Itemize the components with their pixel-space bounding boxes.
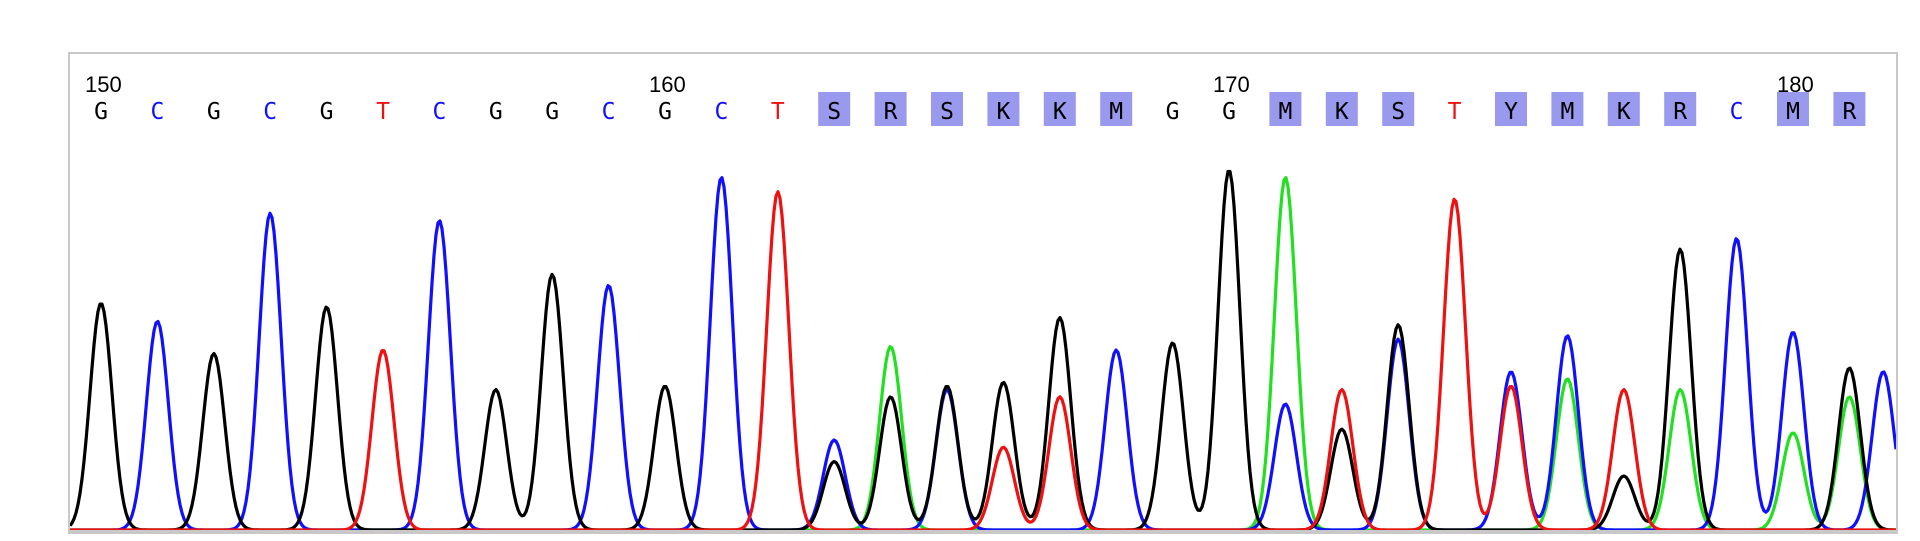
base-call-181: R <box>1842 99 1856 125</box>
ambiguity-highlight-166 <box>987 92 1020 126</box>
base-call-158: G <box>545 99 559 125</box>
base-call-173: S <box>1391 99 1405 125</box>
base-call-156: C <box>432 99 446 125</box>
ambiguity-highlights <box>818 92 1866 126</box>
ambiguity-highlight-172 <box>1325 92 1358 126</box>
position-label-150: 150 <box>85 72 122 97</box>
ambiguity-highlight-180 <box>1777 92 1809 126</box>
base-call-167: K <box>1053 99 1067 125</box>
base-call-151: C <box>150 99 164 125</box>
base-call-176: M <box>1560 99 1574 125</box>
base-call-153: C <box>263 99 277 125</box>
base-call-168: M <box>1109 99 1123 125</box>
base-call-160: G <box>658 99 672 125</box>
base-call-169: G <box>1166 99 1180 125</box>
base-call-154: G <box>320 99 334 125</box>
base-call-150: G <box>94 99 108 125</box>
position-label-160: 160 <box>649 72 686 97</box>
base-call-161: C <box>714 99 728 125</box>
ambiguity-highlight-175 <box>1495 92 1527 126</box>
ambiguity-highlight-164 <box>874 92 907 126</box>
ambiguity-highlight-173 <box>1382 92 1415 126</box>
base-call-174: T <box>1448 99 1462 125</box>
position-label-180: 180 <box>1777 72 1814 97</box>
trace-T <box>70 190 1896 532</box>
base-call-157: G <box>489 99 503 125</box>
ambiguity-highlight-167 <box>1043 92 1076 126</box>
base-call-159: C <box>602 99 616 125</box>
base-call-152: G <box>207 99 221 125</box>
chromatogram-plot: 150 160 170 180 G C G C G T C G G C G C T S R S K K M G G M K S T Y M… <box>70 72 1896 532</box>
ambiguity-highlight-163 <box>818 92 851 126</box>
ambiguity-highlight-165 <box>931 92 963 126</box>
ambiguity-highlight-168 <box>1100 92 1133 126</box>
chromatogram-panel: 150 160 170 180 G C G C G T C G G C G C T S R S K K M G G M K S T Y M… <box>68 52 1898 534</box>
base-call-163: S <box>827 99 841 125</box>
base-call-164: R <box>884 99 898 125</box>
ambiguity-highlight-181 <box>1833 92 1866 126</box>
base-call-165: S <box>940 99 954 125</box>
base-call-162: T <box>771 99 785 125</box>
base-call-175: Y <box>1504 99 1518 125</box>
base-call-180: M <box>1786 99 1800 125</box>
trace-G <box>70 169 1896 532</box>
ambiguity-highlight-178 <box>1664 92 1697 126</box>
base-call-171: M <box>1278 99 1292 125</box>
position-label-170: 170 <box>1213 72 1250 97</box>
ambiguity-highlight-171 <box>1269 92 1302 126</box>
traces <box>70 169 1896 532</box>
base-call-155: T <box>376 99 390 125</box>
base-call-170: G <box>1222 99 1236 125</box>
base-call-166: K <box>996 99 1010 125</box>
ambiguity-highlight-176 <box>1551 92 1584 126</box>
position-labels: 150 160 170 180 <box>85 72 1814 97</box>
base-call-172: K <box>1335 99 1349 125</box>
base-call-179: C <box>1730 99 1744 125</box>
ambiguity-highlight-177 <box>1607 92 1640 126</box>
base-call-177: K <box>1617 99 1631 125</box>
base-call-178: R <box>1673 99 1687 125</box>
